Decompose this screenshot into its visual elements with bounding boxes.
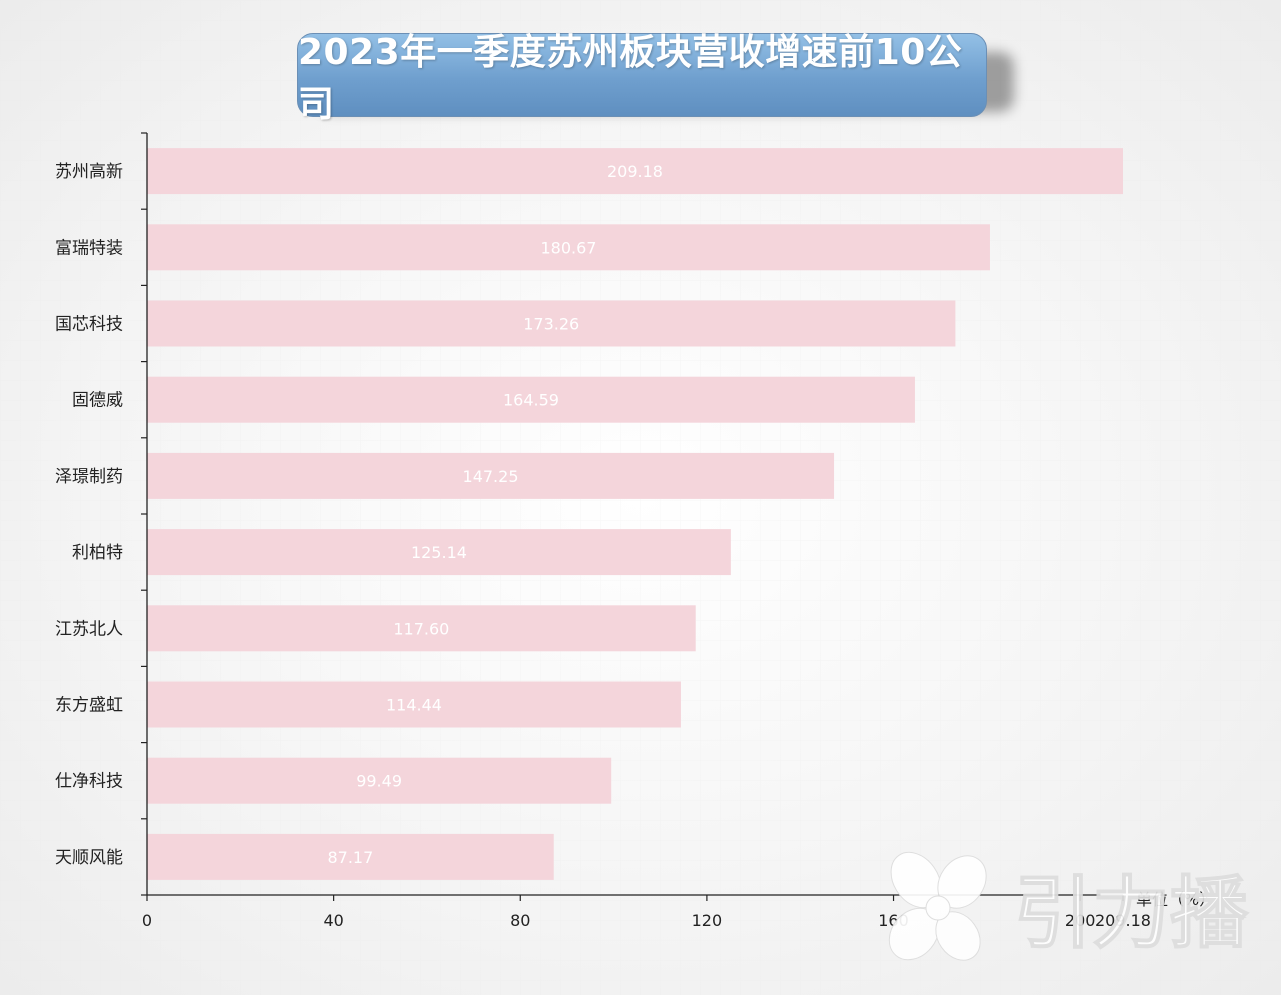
x-tick-label: 120 <box>692 911 723 930</box>
watermark-text: 引力播 <box>1014 869 1249 959</box>
bar <box>147 605 696 652</box>
chart-title: 2023年一季度苏州板块营收增速前10公司 <box>298 32 963 125</box>
bar <box>147 681 681 728</box>
bar-value-label: 87.17 <box>327 848 373 867</box>
x-tick-label-max: 209.18 <box>1095 911 1151 930</box>
bar <box>147 376 915 423</box>
bar-value-label: 147.25 <box>463 467 519 486</box>
bar <box>147 300 956 347</box>
bar <box>147 529 731 576</box>
x-tick-label: 200 <box>1065 911 1096 930</box>
bar <box>147 148 1123 195</box>
bar <box>147 224 990 271</box>
flower-logo-icon <box>888 851 987 961</box>
category-label: 苏州高新 <box>55 162 123 182</box>
bar <box>147 757 612 804</box>
category-label: 富瑞特装 <box>55 238 123 258</box>
bar-value-label: 114.44 <box>386 696 442 715</box>
bar-value-label: 164.59 <box>503 391 559 410</box>
category-label: 泽璟制药 <box>55 467 123 487</box>
bar <box>147 833 554 880</box>
title-banner: 2023年一季度苏州板块营收增速前10公司 <box>297 32 987 125</box>
bar-value-label: 173.26 <box>523 315 579 334</box>
category-label: 东方盛虹 <box>55 696 123 716</box>
category-label: 国芯科技 <box>55 315 123 335</box>
bar-value-label: 117.60 <box>393 619 449 638</box>
bar-value-label: 125.14 <box>411 543 467 562</box>
bar-value-label: 209.18 <box>607 162 663 181</box>
x-tick-label: 80 <box>510 911 530 930</box>
category-label: 固德威 <box>72 391 123 411</box>
bar <box>147 452 835 499</box>
bar-value-label: 99.49 <box>356 772 402 791</box>
watermark-logo: 引力播 <box>888 851 1250 961</box>
bar-value-label: 180.67 <box>540 238 596 257</box>
category-label: 天顺风能 <box>55 848 123 868</box>
category-label: 仕净科技 <box>55 772 123 792</box>
category-label: 利柏特 <box>72 543 123 563</box>
unit-label: 单位（%） <box>1136 890 1216 909</box>
x-tick-label: 40 <box>323 911 343 930</box>
x-tick-label: 0 <box>142 911 152 930</box>
category-label: 江苏北人 <box>55 619 123 639</box>
